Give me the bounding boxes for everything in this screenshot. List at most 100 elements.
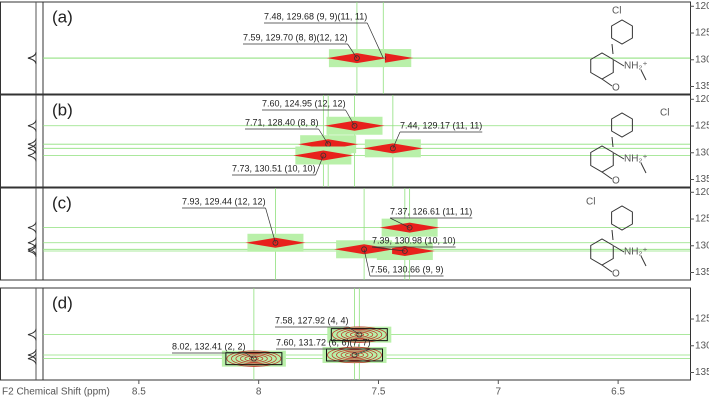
peak-center [361,246,368,253]
bond [611,229,614,241]
bond [613,152,625,160]
label-leader [363,249,371,277]
atom-label: NH₂⁺ [624,247,648,258]
bond [601,171,613,180]
projection-peak [27,52,37,65]
panel-label: (d) [52,293,73,312]
panel-frame [0,187,691,281]
projection-peak [27,244,37,258]
projection-peak [27,236,37,249]
y-tick-label: 130 [695,340,709,351]
peak-label: 7.73, 130.51 (10, 10) [232,163,316,173]
bond [613,245,625,253]
contour [340,350,369,360]
peak-label: 7.58, 127.92 (4, 4) [275,315,349,325]
panel-label: (a) [52,7,73,26]
x-tick-label: 8 [256,387,262,398]
contour [226,350,282,367]
benzene-ring [611,112,633,138]
peak-label: 7.37, 126.61 (11, 11) [390,206,472,216]
y-tick-label: 125 [695,28,709,39]
peak-label: 7.93, 129.44 (12, 12) [182,196,266,206]
contour [354,332,365,337]
peak-center [272,239,279,246]
label-leader [315,155,324,176]
atom-label: Cl [660,108,669,119]
peak-center [354,55,360,62]
cyclohexane-ring [590,52,614,80]
label-leader [348,326,360,335]
y-tick-label: 130 [695,54,709,65]
benzene-ring [611,205,633,231]
contour [331,326,387,343]
projection-peak [27,119,37,132]
label-leader [392,131,401,149]
label-leader [265,207,276,243]
bond [611,136,614,148]
contour [239,354,268,363]
bond [601,78,613,87]
contour [248,356,259,361]
peak-label: 7.60, 124.95 (12, 12) [262,98,346,108]
atom-label: Cl [612,6,621,17]
y-tick-label: 135 [695,267,709,278]
atom-label: NH₂⁺ [624,154,648,165]
bond [640,255,647,267]
x-tick-label: 8.5 [132,387,146,398]
peak-center [351,352,358,358]
atom-label: O [612,269,620,280]
contour [336,349,373,361]
panel-frame [0,1,691,95]
label-leader [347,43,358,59]
peak-label: 7.56, 130.66 (9, 9) [370,264,444,274]
y-tick-label: 135 [695,174,709,185]
label-leader [371,246,405,252]
projection-peak [27,243,37,256]
contour [327,346,382,364]
peak-label: 7.60, 131.72 (6, 6)(7, 7) [276,337,371,347]
peak-box [330,328,388,342]
panel-frame [0,94,691,188]
bond [611,43,614,55]
atom-label: NH₂⁺ [624,61,648,72]
peak-label: 7.44, 129.17 (11, 11) [400,120,482,130]
peak-label: 7.48, 129.68 (9, 9)(11, 11) [264,11,367,21]
peak-label: 7.59, 129.70 (8, 8)(12, 12) [243,32,348,42]
y-tick-label: 125 [695,121,709,132]
label-leader [366,22,384,59]
projection-peak [27,221,37,234]
contour [235,353,273,365]
atom-label: O [612,83,620,94]
bond [601,264,613,273]
bond [640,69,647,81]
peak-label: 7.39, 130.98 (10, 10) [372,235,456,245]
y-tick-label: 120 [695,1,709,12]
benzene-ring [611,19,633,45]
peak-box-bg [221,350,286,367]
peak-center [356,331,363,338]
contour [349,353,360,357]
x-axis-title: F2 Chemical Shift (ppm) [2,387,110,398]
label-leader [318,128,329,145]
label-leader [245,352,255,359]
peak-center [320,152,327,159]
peak-label: 7.71, 128.40 (8, 8) [245,117,319,127]
peak-box [225,352,283,366]
y-tick-label: 135 [695,367,709,378]
label-leader [354,348,371,356]
peak-center [406,224,413,231]
atom-label: Cl [586,197,595,208]
x-tick-label: 7.5 [372,387,386,398]
panel-label: (b) [52,100,73,119]
y-tick-label: 130 [695,240,709,251]
projection-peak [27,149,37,162]
contour [340,329,378,341]
y-tick-label: 135 [695,81,709,92]
label-leader [389,217,410,228]
cyclohexane-ring [590,145,614,173]
projection-peak [27,348,37,362]
label-leader [345,109,355,126]
x-tick-label: 7 [496,387,502,398]
projection-peak [27,352,37,365]
